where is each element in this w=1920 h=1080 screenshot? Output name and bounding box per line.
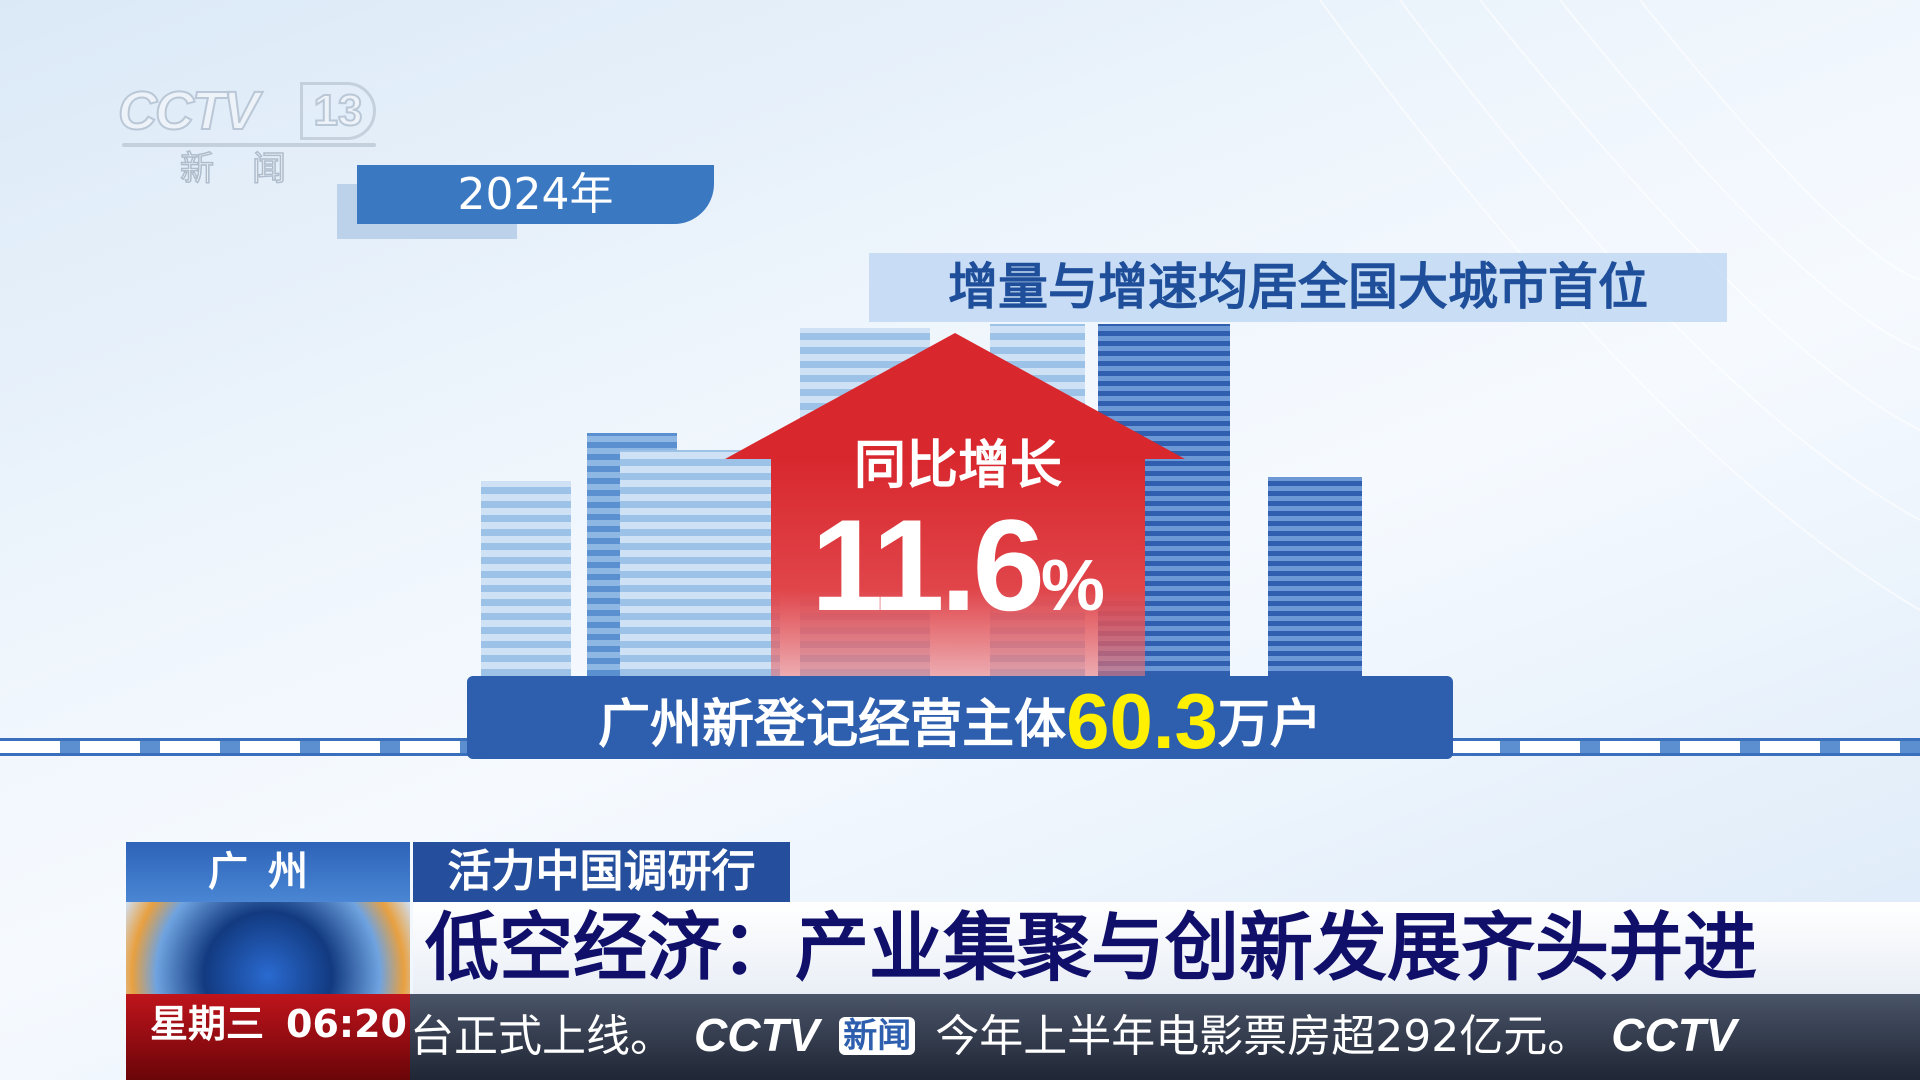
news-headline: 低空经济：产业集聚与创新发展齐头并进: [413, 902, 1920, 994]
cctv-news-logo: CCTV 新闻: [694, 1008, 916, 1062]
growth-label: 同比增长: [853, 436, 1062, 496]
building: [481, 481, 571, 676]
summary-suffix: 万户: [1217, 695, 1322, 755]
globe-icon: [126, 902, 410, 994]
headline-box: 增量与增速均居全国大城市首位: [869, 253, 1727, 322]
news-ticker: 台正式上线。 CCTV 新闻 今年上半年电影票房超292亿元。 CCTV: [410, 994, 1920, 1080]
ticker-item: 台正式上线。: [410, 1011, 674, 1062]
channel-subtitle: 新闻: [179, 149, 324, 189]
summary-bar: 广州新登记经营主体60.3万户: [467, 676, 1453, 765]
up-arrow-icon: [725, 333, 1185, 459]
summary-prefix: 广州新登记经营主体: [598, 695, 1067, 755]
channel-number: 13: [300, 82, 376, 140]
location-tag: 广州: [126, 842, 410, 902]
up-arrow-body: [771, 459, 1145, 676]
year-tag: 2024年: [357, 165, 714, 224]
summary-value: 60.3: [1066, 677, 1218, 765]
growth-number: 11.6: [811, 492, 1045, 638]
program-tag: 活力中国调研行: [413, 842, 790, 902]
logo-underline: [122, 143, 376, 147]
building: [1268, 477, 1362, 676]
ticker-logo-sub: 新闻: [839, 1017, 916, 1055]
cctv-news-logo: CCTV: [1611, 1008, 1756, 1062]
time: 06:20: [286, 1002, 407, 1046]
building: [620, 450, 780, 676]
growth-value: 11.6%: [771, 500, 1145, 630]
ticker-item: 今年上半年电影票房超292亿元。: [935, 1011, 1592, 1062]
weekday: 星期三: [150, 1002, 265, 1046]
growth-unit: %: [1040, 546, 1105, 626]
ticker-logo-text: CCTV: [694, 1009, 820, 1061]
cctv-logo: CCTV: [117, 81, 260, 141]
ticker-logo-text: CCTV: [1611, 1009, 1737, 1061]
clock: 星期三 06:20: [126, 994, 410, 1080]
